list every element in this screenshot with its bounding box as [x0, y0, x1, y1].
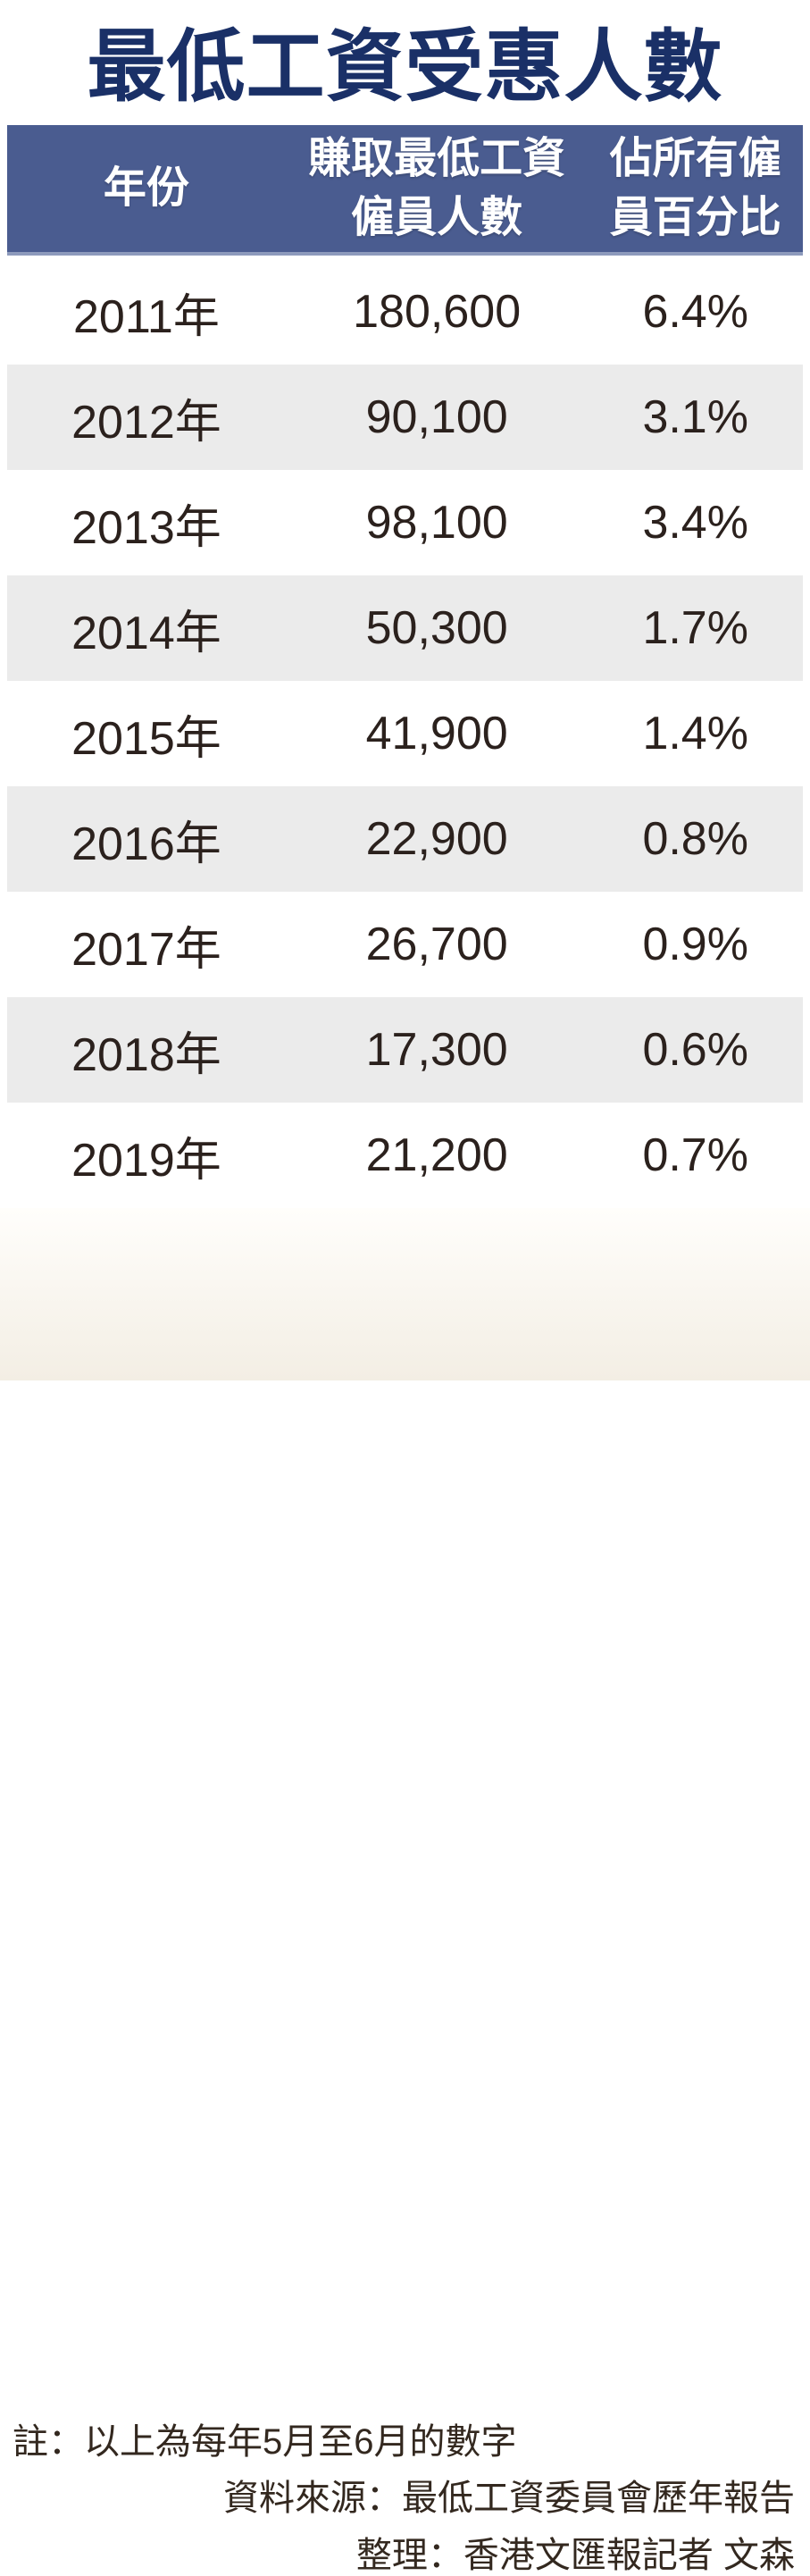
percentage-cell: 0.9% [642, 919, 748, 970]
count-cell: 98,100 [365, 497, 508, 549]
count-cell: 21,200 [365, 1129, 508, 1181]
table-row: 2013年 98,100 3.4% [7, 470, 803, 575]
year-cell: 2019年 [71, 1134, 221, 1187]
table-row: 2016年 22,900 0.8% [7, 786, 803, 892]
table-body: 2011年 180,600 6.4% 2012年 90,100 3.1% 201… [7, 259, 803, 1208]
count-cell: 50,300 [365, 602, 508, 654]
year-cell: 2014年 [71, 607, 221, 659]
year-cell: 2012年 [71, 396, 221, 449]
column-header-percentage-line1: 佔所有僱 [609, 135, 781, 182]
percentage-cell: 0.7% [642, 1129, 748, 1181]
table-row: 2014年 50,300 1.7% [7, 575, 803, 681]
footnote: 註：以上為每年5月至6月的數字 [13, 2422, 517, 2462]
percentage-cell: 3.4% [642, 497, 748, 549]
count-cell: 17,300 [365, 1024, 508, 1076]
credit-note: 整理：香港文匯報記者 文森 [355, 2536, 795, 2575]
source-note: 資料來源：最低工資委員會歷年報告 [223, 2479, 795, 2518]
column-header-percentage-line2: 員百分比 [609, 194, 781, 241]
percentage-cell: 0.8% [642, 813, 748, 865]
year-cell: 2015年 [71, 712, 221, 765]
table-row: 2015年 41,900 1.4% [7, 681, 803, 786]
table-row: 2017年 26,700 0.9% [7, 892, 803, 997]
percentage-cell: 3.1% [642, 391, 748, 443]
column-header-count-line1: 賺取最低工資 [308, 135, 566, 182]
count-cell: 26,700 [365, 919, 508, 970]
percentage-cell: 6.4% [642, 286, 748, 338]
table-row: 2011年 180,600 6.4% [7, 259, 803, 365]
footer: 註：以上為每年5月至6月的數字 資料來源：最低工資委員會歷年報告 整理：香港文匯… [0, 1208, 810, 2575]
count-cell: 180,600 [353, 286, 522, 338]
column-header-count-line2: 僱員人數 [351, 194, 523, 241]
year-cell: 2018年 [71, 1028, 221, 1081]
column-header-year: 年份 [103, 164, 189, 212]
count-cell: 41,900 [365, 708, 508, 759]
percentage-cell: 1.4% [642, 708, 748, 759]
year-cell: 2016年 [71, 818, 221, 870]
percentage-cell: 1.7% [642, 602, 748, 654]
table-row: 2012年 90,100 3.1% [7, 365, 803, 470]
table-row: 2019年 21,200 0.7% [7, 1103, 803, 1208]
year-cell: 2011年 [73, 290, 220, 343]
year-cell: 2017年 [71, 923, 221, 976]
table-header: 年份 賺取最低工資 僱員人數 佔所有僱 員百分比 [7, 125, 803, 256]
page-title: 最低工資受惠人數 [87, 22, 723, 111]
count-cell: 22,900 [365, 813, 508, 865]
count-cell: 90,100 [365, 391, 508, 443]
column-header-count: 賺取最低工資 僱員人數 [286, 130, 589, 248]
percentage-cell: 0.6% [642, 1024, 748, 1076]
table-row: 2018年 17,300 0.6% [7, 997, 803, 1103]
column-header-percentage: 佔所有僱 員百分比 [588, 130, 803, 248]
year-cell: 2013年 [71, 501, 221, 554]
